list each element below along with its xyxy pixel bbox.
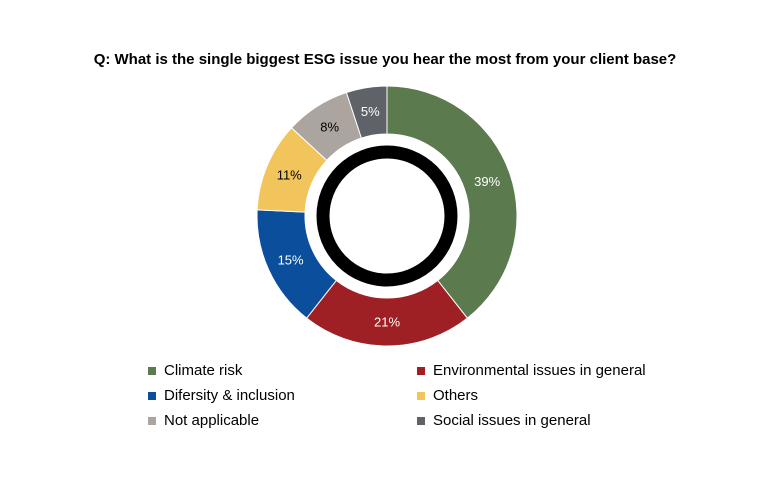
legend-label: Others: [433, 387, 479, 404]
legend-item: Climate risk: [148, 362, 242, 379]
legend-item: Difersity & inclusion: [148, 387, 295, 404]
legend-swatch: [148, 366, 156, 375]
legend-swatch: [417, 391, 425, 400]
slice-label-4: 8%: [320, 119, 339, 134]
slice-label-2: 15%: [278, 253, 304, 268]
slice-label-0: 39%: [474, 174, 500, 189]
donut-slice-5: [345, 85, 388, 139]
center-ring: [316, 145, 458, 287]
legend-item: Environmental issues in general: [417, 362, 646, 379]
slice-label-3: 11%: [277, 168, 302, 183]
legend-item: Social issues in general: [417, 412, 591, 429]
legend-swatch: [417, 416, 425, 425]
donut-slice-0: [386, 85, 518, 319]
slice-label-1: 21%: [374, 315, 400, 330]
legend-swatch: [148, 391, 156, 400]
legend-item: Not applicable: [148, 412, 259, 429]
chart-title: Q: What is the single biggest ESG issue …: [93, 51, 677, 68]
legend-label: Not applicable: [164, 412, 260, 429]
legend-label: Difersity & inclusion: [164, 387, 295, 404]
legend-label: Social issues in general: [433, 412, 591, 429]
legend-swatch: [148, 416, 156, 425]
legend-item: Others: [417, 387, 478, 404]
legend-label: Environmental issues in general: [433, 362, 646, 379]
slice-label-5: 5%: [361, 104, 380, 119]
donut-slice-1: [305, 279, 469, 347]
legend-label: Climate risk: [164, 362, 243, 379]
legend-swatch: [417, 366, 425, 375]
